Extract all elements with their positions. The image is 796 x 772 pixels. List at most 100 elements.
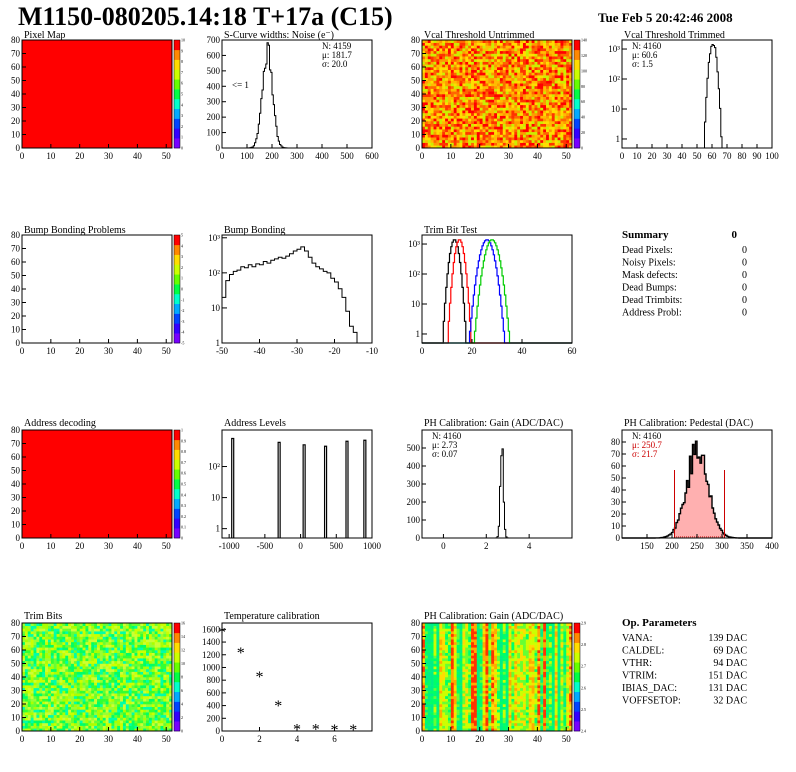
heatmap-cell xyxy=(47,714,52,718)
heatmap-cell xyxy=(97,652,101,656)
heatmap-cell xyxy=(548,53,553,57)
heatmap-cell xyxy=(76,677,80,680)
heatmap-cell xyxy=(424,88,429,92)
heatmap-cell xyxy=(169,693,173,697)
heatmap-cell xyxy=(91,668,95,672)
heatmap-cell xyxy=(424,720,429,724)
heatmap-cell xyxy=(50,631,55,635)
heatmap-cell xyxy=(488,53,492,57)
heatmap-cell xyxy=(102,639,106,643)
heatmap-cell xyxy=(143,666,147,670)
heatmap-cell xyxy=(143,628,147,632)
stats-line: μ: 250.7 xyxy=(632,440,662,450)
heatmap-cell xyxy=(494,121,498,124)
heatmap-cell xyxy=(514,91,518,95)
spike xyxy=(231,437,235,538)
heatmap-cell xyxy=(24,633,29,637)
heatmap-cell xyxy=(169,636,173,640)
heatmap-cell xyxy=(427,121,431,124)
heatmap-cell xyxy=(531,64,535,68)
heatmap-cell xyxy=(502,139,506,143)
heatmap-cell xyxy=(76,636,80,640)
heatmap-cell xyxy=(39,633,43,637)
plot-frame xyxy=(421,234,573,344)
heatmap-cell xyxy=(137,677,141,680)
heatmap-cell xyxy=(125,650,130,653)
heatmap-cell xyxy=(76,660,80,664)
heatmap-cell xyxy=(91,685,95,689)
heatmap-cell xyxy=(520,107,524,111)
heatmap-cell xyxy=(79,717,83,721)
heatmap-cell xyxy=(137,655,141,659)
heatmap-cell xyxy=(548,118,553,122)
heatmap-cell xyxy=(22,628,26,632)
heatmap-cell xyxy=(128,722,132,726)
heatmap-cell xyxy=(554,142,558,146)
palette-swatch xyxy=(174,662,180,673)
heatmap-cell xyxy=(439,650,443,653)
heatmap-cell xyxy=(143,677,147,680)
heatmap-cell xyxy=(447,139,452,143)
heatmap-cell xyxy=(439,123,443,127)
heatmap-cell xyxy=(137,666,141,670)
heatmap-cell xyxy=(59,704,63,707)
heatmap-cell xyxy=(505,142,509,146)
heatmap-cell xyxy=(436,722,440,726)
heatmap-cell xyxy=(169,628,173,632)
heatmap-cell xyxy=(137,695,141,699)
heatmap-cell xyxy=(79,658,83,662)
heatmap-cell xyxy=(540,139,544,143)
heatmap-cell xyxy=(424,644,429,648)
palette-tick-label: 0 xyxy=(181,287,183,292)
heatmap-cell xyxy=(33,623,37,626)
heatmap-cell xyxy=(450,121,455,124)
heatmap-cell xyxy=(459,83,463,87)
heatmap-cell xyxy=(424,131,429,135)
heatmap-cell xyxy=(551,53,555,57)
heatmap-cell xyxy=(157,677,161,680)
heatmap-cell xyxy=(422,129,426,133)
heatmap-cell xyxy=(436,674,440,678)
heatmap-cell xyxy=(97,625,101,629)
heatmap-cell xyxy=(117,647,121,651)
heatmap-cell xyxy=(128,658,132,662)
heatmap-cell xyxy=(508,53,512,57)
heatmap-cell xyxy=(105,687,109,691)
palette-swatch xyxy=(174,49,180,60)
heatmap-cell xyxy=(125,685,130,689)
heatmap-cell xyxy=(140,636,144,640)
heatmap-cell xyxy=(88,631,92,635)
heatmap-cell xyxy=(71,679,75,683)
heatmap-cell xyxy=(42,725,46,729)
heatmap-cell xyxy=(554,110,558,114)
heatmap-cell xyxy=(462,58,466,62)
heatmap-cell xyxy=(88,682,92,686)
heatmap-cell xyxy=(88,660,92,664)
heatmap-cell xyxy=(488,112,492,116)
heatmap-cell xyxy=(439,701,443,705)
heatmap-cell xyxy=(511,99,515,103)
heatmap-cell xyxy=(59,628,63,632)
heatmap-cell xyxy=(505,48,509,52)
heatmap-cell xyxy=(427,674,431,678)
heatmap-cell xyxy=(551,91,555,95)
heatmap-cell xyxy=(528,115,532,119)
heatmap-cell xyxy=(422,701,426,705)
heatmap-cell xyxy=(566,123,570,127)
heatmap-cell xyxy=(39,631,43,635)
heatmap-cell xyxy=(433,682,437,686)
palette-tick-label: 1 xyxy=(181,428,183,433)
heatmap-cell xyxy=(430,112,434,116)
heatmap-cell xyxy=(430,679,434,683)
heatmap-cell xyxy=(430,685,434,689)
heatmap-cell xyxy=(548,129,553,133)
heatmap-cell xyxy=(528,137,532,141)
heatmap-cell xyxy=(488,99,492,103)
heatmap-cell xyxy=(53,690,57,694)
heatmap-cell xyxy=(108,693,112,697)
heatmap-cell xyxy=(540,83,544,87)
heatmap-cell xyxy=(91,650,95,653)
heatmap-cell xyxy=(554,77,558,81)
